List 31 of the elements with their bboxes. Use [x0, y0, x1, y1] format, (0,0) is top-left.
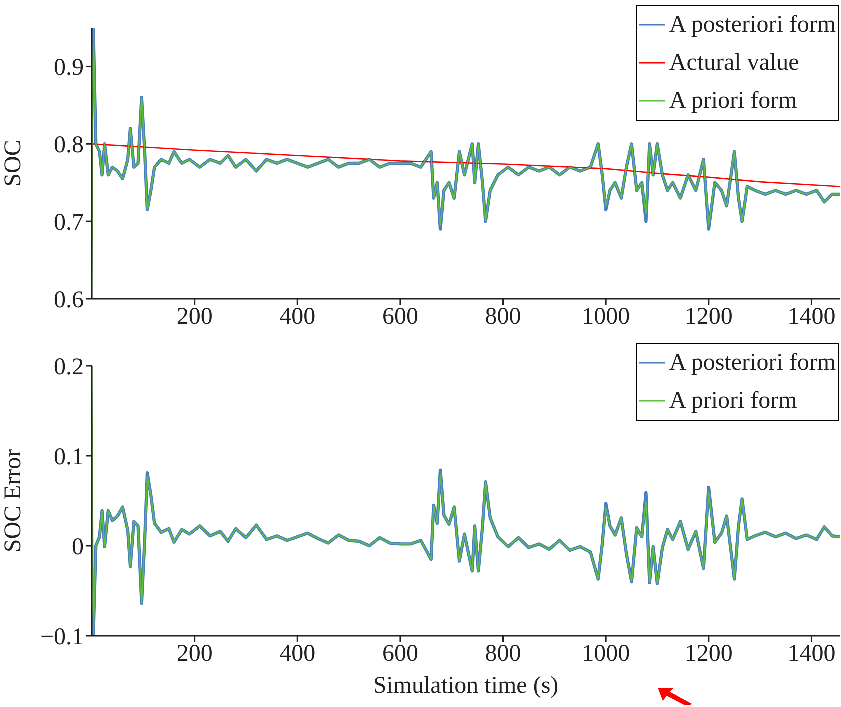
legend-label: A posteriori form — [669, 349, 836, 378]
x-tick-label: 1200 — [684, 641, 733, 668]
legend-label: A priori form — [669, 387, 798, 416]
legend-label: A posteriori form — [669, 11, 836, 40]
x-axis-title: Simulation time (s) — [373, 673, 559, 699]
x-tick-label: 1000 — [582, 641, 630, 668]
x-tick-label: 200 — [176, 304, 213, 330]
x-tick-label: 400 — [280, 641, 316, 668]
x-tick-label: 400 — [280, 304, 316, 330]
y-axis-title: SOC — [0, 140, 27, 187]
y-tick-label: 0.8 — [54, 132, 84, 159]
x-tick-label: 1400 — [788, 304, 836, 330]
y-tick-label: 0 — [72, 534, 84, 561]
y-tick-label: 0.1 — [54, 444, 84, 471]
legend-label: Actural value — [669, 49, 800, 78]
legend-label: A priori form — [669, 87, 798, 116]
x-tick-label: 1400 — [788, 641, 836, 668]
x-tick-label: 800 — [485, 304, 522, 330]
x-tick-label: 1200 — [684, 304, 733, 330]
line-series — [92, 143, 840, 188]
y-tick-label: 0.9 — [54, 55, 84, 82]
y-tick-label: −0.1 — [40, 624, 84, 651]
y-tick-label: 0.2 — [54, 354, 84, 381]
y-tick-label: 0.7 — [54, 210, 84, 236]
y-axis-title: SOC Error — [0, 449, 27, 553]
x-tick-label: 800 — [485, 641, 522, 668]
x-tick-label: 600 — [382, 641, 418, 668]
x-tick-label: 600 — [382, 304, 418, 330]
y-tick-label: 0.6 — [54, 288, 84, 314]
x-tick-label: 200 — [176, 641, 213, 668]
x-tick-label: 1000 — [582, 304, 630, 330]
